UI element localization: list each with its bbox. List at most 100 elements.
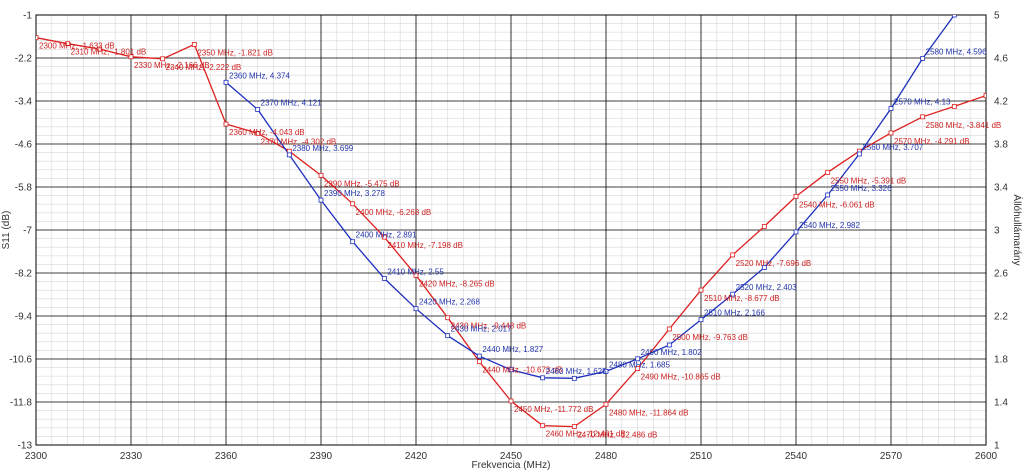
y-right-tick-label: 3 bbox=[994, 226, 1000, 237]
s11-data-label: 2440 MHz, -10.673 dB bbox=[482, 366, 562, 375]
y-left-tick-label: -4.6 bbox=[15, 140, 33, 151]
vswr-data-label: 2580 MHz, 4.596 bbox=[926, 47, 987, 56]
s11-point bbox=[983, 93, 986, 99]
x-tick-label: 2600 bbox=[975, 451, 998, 462]
y-right-tick-label: 4.2 bbox=[994, 97, 1008, 108]
vswr-data-label: 2370 MHz, 4.121 bbox=[261, 98, 322, 107]
s11-point bbox=[793, 193, 799, 199]
vswr-point bbox=[413, 306, 419, 312]
x-tick-label: 2390 bbox=[310, 451, 333, 462]
s11-point bbox=[413, 272, 419, 278]
s11-point bbox=[381, 234, 387, 240]
s11-data-label: 2360 MHz, -4.043 dB bbox=[229, 128, 305, 137]
vswr-data-label: 2480 MHz, 1.685 bbox=[609, 360, 670, 369]
vswr-data-label: 2570 MHz, 4.13 bbox=[894, 98, 951, 107]
vswr-data-label: 2410 MHz, 2.55 bbox=[387, 267, 444, 276]
vswr-point bbox=[920, 56, 926, 61]
s11-point bbox=[96, 46, 102, 52]
x-tick-label: 2540 bbox=[785, 451, 808, 462]
x-tick-label: 2570 bbox=[880, 451, 903, 462]
y-right-tick-label: 2.6 bbox=[994, 269, 1008, 280]
vswr-data-label: 2540 MHz, 2.982 bbox=[799, 221, 860, 230]
s11-data-label: 2330 MHz, -2.166 dB bbox=[134, 61, 210, 70]
vswr-point bbox=[318, 197, 324, 203]
s11-point bbox=[540, 423, 546, 429]
y-left-tick-label: -5.8 bbox=[15, 183, 33, 194]
s11-point bbox=[635, 366, 641, 371]
x-tick-label: 2300 bbox=[25, 451, 48, 462]
vswr-data-label: 2400 MHz, 2.891 bbox=[356, 231, 417, 240]
s11-point bbox=[603, 401, 609, 407]
s11-data-label: 2340 MHz, -2.222 dB bbox=[166, 63, 242, 72]
vswr-point bbox=[255, 107, 261, 112]
vswr-point bbox=[730, 291, 736, 297]
vswr-data-label: 2460 MHz, 1.625 bbox=[546, 367, 607, 376]
y-left-tick-label: -3.4 bbox=[15, 97, 33, 108]
s11-data-label: 2310 MHz, -1.801 dB bbox=[71, 48, 147, 57]
vswr-point bbox=[793, 229, 799, 235]
y-left-tick-label: -2.2 bbox=[15, 54, 33, 65]
s11-data-label: 2570 MHz, -4.291 dB bbox=[894, 137, 970, 146]
vswr-point bbox=[350, 239, 356, 245]
x-tick-label: 2360 bbox=[215, 451, 238, 462]
s11-data-label: 2420 MHz, -8.265 dB bbox=[419, 279, 495, 288]
vswr-line bbox=[225, 15, 955, 379]
s11-data-label: 2500 MHz, -9.763 dB bbox=[672, 333, 748, 342]
y-left-tick-label: -11.8 bbox=[10, 398, 32, 409]
s11-point bbox=[318, 172, 324, 178]
y-right-tick-label: 2.2 bbox=[994, 312, 1008, 323]
s11-data-label: 2400 MHz, -6.268 dB bbox=[356, 208, 432, 217]
vswr-data-label: 2550 MHz, 3.326 bbox=[831, 184, 892, 193]
y-right-tick-label: 4.6 bbox=[994, 54, 1008, 65]
vswr-point bbox=[476, 353, 482, 359]
s11-data-label: 2300 MHz, -1.633 dB bbox=[39, 42, 115, 51]
vswr-data-label: 2440 MHz, 1.827 bbox=[482, 345, 543, 354]
y-right-tick-label: 1.8 bbox=[994, 355, 1008, 366]
s11-point bbox=[571, 424, 577, 429]
vswr-point bbox=[951, 15, 957, 18]
vswr-data-label: 2420 MHz, 2.268 bbox=[419, 298, 480, 307]
s11-data-label: 2410 MHz, -7.198 dB bbox=[387, 241, 463, 250]
vswr-point bbox=[381, 275, 387, 281]
s11-point bbox=[445, 315, 451, 321]
vswr-point bbox=[571, 375, 577, 381]
s11-point bbox=[36, 35, 39, 41]
s11-point bbox=[191, 42, 197, 47]
y-left-axis-title: S11 (dB) bbox=[1, 211, 12, 250]
s11-data-label: 2460 MHz, -12.461 dB bbox=[546, 430, 626, 439]
s11-point bbox=[350, 201, 356, 207]
s11-point bbox=[476, 359, 482, 365]
x-tick-label: 2450 bbox=[500, 451, 523, 462]
y-left-tick-label: -13 bbox=[18, 441, 33, 452]
plot-frame bbox=[35, 14, 987, 446]
s11-data-label: 2370 MHz, -4.302 dB bbox=[261, 137, 337, 146]
s11-data-label: 2470 MHz, -12.486 dB bbox=[577, 431, 657, 440]
vswr-point bbox=[825, 192, 831, 198]
vswr-point bbox=[856, 151, 862, 157]
s11-data-label: 2580 MHz, -3.841 dB bbox=[926, 121, 1002, 130]
vswr-point bbox=[223, 79, 229, 85]
vswr-data-label: 2510 MHz, 2.166 bbox=[704, 309, 765, 318]
vswr-data-label: 2520 MHz, 2.403 bbox=[736, 283, 797, 292]
s11-point bbox=[698, 287, 704, 293]
s11-data-label: 2510 MHz, -8.677 dB bbox=[704, 294, 780, 303]
s11-point bbox=[508, 398, 514, 404]
vswr-data-label: 2380 MHz, 3.699 bbox=[292, 144, 353, 153]
vswr-point bbox=[286, 152, 292, 158]
y-left-tick-label: -9.4 bbox=[15, 312, 33, 323]
y-right-tick-label: 3.4 bbox=[994, 183, 1008, 194]
s11-point bbox=[920, 114, 926, 120]
s11-data-label: 2490 MHz, -10.865 dB bbox=[641, 372, 721, 381]
vswr-data-label: 2390 MHz, 3.278 bbox=[324, 189, 385, 198]
s11-data-label: 2540 MHz, -6.061 dB bbox=[799, 200, 875, 209]
x-axis-title: Frekvencia (MHz) bbox=[472, 460, 551, 470]
vswr-point bbox=[508, 367, 514, 373]
s11-point bbox=[666, 326, 672, 332]
s11-data-label: 2480 MHz, -11.864 dB bbox=[609, 408, 688, 417]
y-right-tick-label: 5 bbox=[994, 11, 1000, 22]
s11-point bbox=[160, 56, 166, 62]
vswr-data-label: 2430 MHz, 2.017 bbox=[451, 325, 512, 334]
x-tick-label: 2510 bbox=[690, 451, 713, 462]
